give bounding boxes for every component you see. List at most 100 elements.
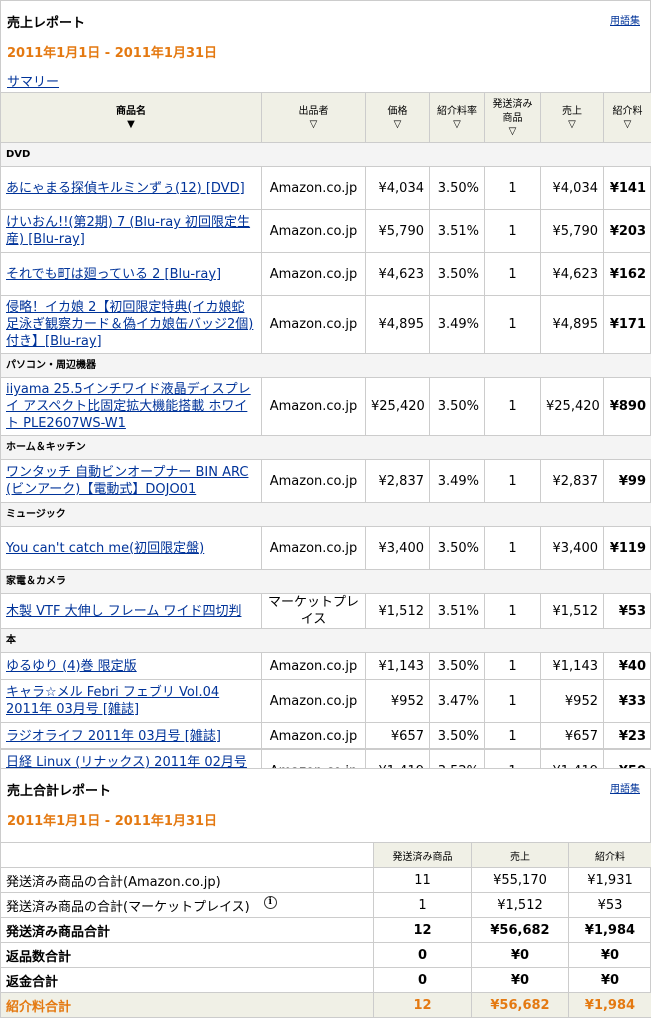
totals-header-referral-fee: 紹介料 [568,842,651,868]
date-range: 2011年1月1日 - 2011年1月31日 [7,46,218,61]
category-row: パソコン・周辺機器 [0,353,651,378]
product-link[interactable]: ゆるゆり (4)巻 限定版 [6,658,137,674]
sort-icon[interactable]: ▽ [453,118,461,130]
rate-cell: 3.50% [429,252,485,296]
table-row: ゆるゆり (4)巻 限定版 Amazon.co.jp ¥1,143 3.50% 1 ¥1,… [0,652,651,680]
price-cell: ¥5,790 [365,209,430,253]
totals-table: 発送済み商品 売上 紹介料 発送済み商品の合計(Amazon.co.jp) 11 ¥55… [0,842,651,1018]
column-header-product-name[interactable]: 商品名 ▼ [0,92,262,143]
price-cell: ¥25,420 [365,377,430,436]
seller-cell: Amazon.co.jp [261,377,366,436]
totals-row: 紹介料合計 12 ¥56,682 ¥1,984 [0,992,651,1018]
column-header-referral-fee[interactable]: 紹介料 ▽ [603,92,651,143]
product-cell: ゆるゆり (4)巻 限定版 [0,652,262,680]
product-link[interactable]: キャラ☆メル Febri フェブリ Vol.04 2011年 03月号 [雑誌] [6,685,220,717]
sales-total-report-panel: 売上合計レポート 用語集 2011年1月1日 - 2011年1月31日 発送済み… [0,768,651,1018]
shipped-cell: 1 [484,166,541,210]
shipped-cell: 1 [484,593,541,629]
totals-date-range: 2011年1月1日 - 2011年1月31日 [7,814,218,829]
product-cell: それでも町は廻っている 2 [Blu-ray] [0,252,262,296]
fee-cell: ¥141 [603,166,651,210]
totals-label-cell: 発送済み商品の合計(マーケットプレイス) i [0,892,374,918]
sales-cell: ¥1,512 [540,593,604,629]
sort-icon[interactable]: ▽ [393,118,402,130]
seller-cell: Amazon.co.jp [261,252,366,296]
sort-icon[interactable]: ▽ [568,118,576,130]
blank-header [0,842,374,868]
column-header-shipped-items[interactable]: 発送済み商品 ▽ [484,92,541,143]
sales-cell: ¥2,837 [540,459,604,503]
sales-table: 商品名 ▼ 出品者 ▽ 価格 ▽ 紹介料率 ▽ 発送済み商品 ▽ 売上 ▽ 紹介料 ▽ DVD あにゃまる探… [0,92,651,793]
totals-sales-cell: ¥0 [471,967,569,993]
fee-cell: ¥40 [603,652,651,680]
product-link[interactable]: ワンタッチ 自動ビンオープナー BIN ARC (ビンアーク)【電動式】DOJO… [6,465,249,497]
product-link[interactable]: 木製 VTF 大伸し フレーム ワイド四切判 [6,603,242,619]
product-link[interactable]: それでも町は廻っている 2 [Blu-ray] [6,266,222,282]
table-row: ラジオライフ 2011年 03月号 [雑誌] Amazon.co.jp ¥657 3.… [0,722,651,750]
rate-cell: 3.50% [429,526,485,570]
fee-cell: ¥53 [603,593,651,629]
sort-icon[interactable]: ▽ [623,118,632,130]
product-link[interactable]: あにゃまる探偵キルミンずぅ(12) [DVD] [6,180,245,196]
shipped-cell: 1 [484,679,541,723]
sort-desc-icon[interactable]: ▼ [127,118,135,130]
totals-fee-cell: ¥1,984 [568,917,651,943]
category-name: 家電＆カメラ [0,569,651,594]
fee-cell: ¥119 [603,526,651,570]
price-cell: ¥657 [365,722,430,750]
seller-cell: Amazon.co.jp [261,526,366,570]
shipped-cell: 1 [484,377,541,436]
totals-row: 発送済み商品の合計(Amazon.co.jp) 11 ¥55,170 ¥1,931 [0,867,651,893]
rate-cell: 3.49% [429,295,485,354]
price-cell: ¥2,837 [365,459,430,503]
totals-glossary-link[interactable]: 用語集 [610,784,640,795]
column-header-sales[interactable]: 売上 ▽ [540,92,604,143]
totals-row: 発送済み商品合計 12 ¥56,682 ¥1,984 [0,917,651,943]
shipped-cell: 1 [484,459,541,503]
shipped-cell: 1 [484,295,541,354]
totals-label-cell: 返品数合計 [0,942,374,968]
totals-shipped-cell: 0 [373,967,472,993]
glossary-link[interactable]: 用語集 [610,16,640,27]
column-header-price[interactable]: 価格 ▽ [365,92,430,143]
totals-shipped-cell: 1 [373,892,472,918]
totals-header-sales: 売上 [471,842,569,868]
product-link[interactable]: You can't catch me(初回限定盤) [6,540,205,556]
product-link[interactable]: iiyama 25.5インチワイド液晶ディスプレイ アスペクト比固定拡大機能搭載… [6,382,251,431]
report-title: 売上レポート [7,16,86,31]
fee-cell: ¥23 [603,722,651,750]
column-label: 商品名 [116,105,146,117]
product-link[interactable]: 侵略！イカ娘 2【初回限定特典(イカ娘蛇足泳ぎ観察カード＆偽イカ娘缶バッジ2個)… [6,300,254,349]
sort-icon[interactable]: ▽ [309,118,318,130]
category-row: ホーム＆キッチン [0,435,651,460]
info-icon[interactable]: i [263,895,277,909]
totals-label-cell: 発送済み商品合計 [0,917,374,943]
shipped-cell: 1 [484,209,541,253]
product-cell: 木製 VTF 大伸し フレーム ワイド四切判 [0,593,262,629]
column-label: 紹介料 [612,105,643,117]
column-header-referral-rate[interactable]: 紹介料率 ▽ [429,92,485,143]
totals-fee-cell: ¥53 [568,892,651,918]
totals-shipped-cell: 12 [373,917,472,943]
fee-cell: ¥171 [603,295,651,354]
category-name: DVD [0,142,651,167]
product-link[interactable]: ラジオライフ 2011年 03月号 [雑誌] [6,728,221,744]
product-cell: あにゃまる探偵キルミンずぅ(12) [DVD] [0,166,262,210]
column-header-seller[interactable]: 出品者 ▽ [261,92,366,143]
sort-icon[interactable]: ▽ [508,125,517,137]
totals-label: 発送済み商品の合計(Amazon.co.jp) [6,874,221,890]
sales-cell: ¥4,034 [540,166,604,210]
price-cell: ¥952 [365,679,430,723]
column-label: 発送済み商品 [492,98,533,124]
shipped-cell: 1 [484,526,541,570]
summary-link[interactable]: サマリー [7,75,60,90]
product-link[interactable]: けいおん!!(第2期) 7 (Blu-ray 初回限定生産) [Blu-ray] [6,215,251,247]
sales-cell: ¥4,623 [540,252,604,296]
totals-label: 発送済み商品の合計(マーケットプレイス) [6,899,250,915]
product-cell: 侵略！イカ娘 2【初回限定特典(イカ娘蛇足泳ぎ観察カード＆偽イカ娘缶バッジ2個)… [0,295,262,354]
totals-label-cell: 発送済み商品の合計(Amazon.co.jp) [0,867,374,893]
rate-cell: 3.51% [429,209,485,253]
sales-cell: ¥5,790 [540,209,604,253]
totals-label-cell: 返金合計 [0,967,374,993]
totals-label: 紹介料合計 [6,999,72,1015]
